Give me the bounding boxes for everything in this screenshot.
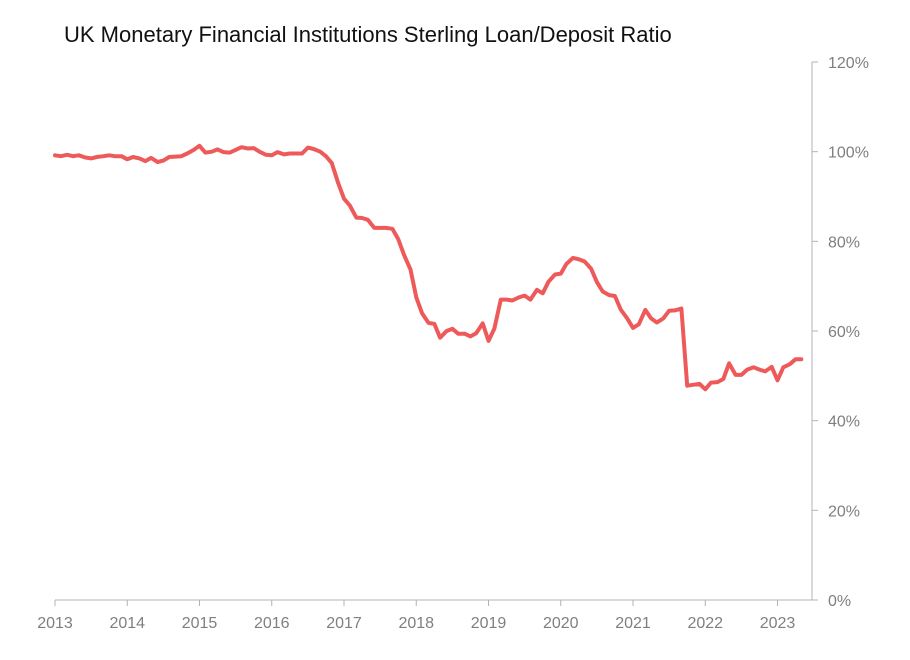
- y-tick-label: 20%: [828, 503, 860, 520]
- y-tick-label: 80%: [828, 234, 860, 251]
- axes: [55, 62, 813, 601]
- x-axis-ticks: 2013 2014 2015 2016 2017 2018 2019 2020 2021 2022…: [37, 600, 795, 632]
- x-tick-label: 2021: [615, 615, 651, 632]
- x-tick-label: 2019: [471, 615, 507, 632]
- x-tick-label: 2014: [109, 615, 145, 632]
- y-axis-ticks: 0% 20% 40% 60% 80% 100% 120%: [812, 55, 869, 610]
- chart-title: UK Monetary Financial Institutions Sterl…: [64, 22, 672, 47]
- x-tick-label: 2015: [182, 615, 218, 632]
- x-tick-label: 2013: [37, 615, 73, 632]
- x-tick-label: 2017: [326, 615, 362, 632]
- y-tick-label: 40%: [828, 414, 860, 431]
- y-tick-label: 120%: [828, 55, 869, 72]
- y-tick-label: 100%: [828, 145, 869, 162]
- series-line: [53, 143, 804, 392]
- x-tick-label: 2023: [760, 615, 796, 632]
- x-tick-label: 2016: [254, 615, 290, 632]
- y-tick-label: 0%: [828, 593, 851, 610]
- x-tick-label: 2018: [398, 615, 434, 632]
- series-group: [53, 143, 804, 392]
- x-tick-label: 2022: [687, 615, 723, 632]
- y-tick-label: 60%: [828, 324, 860, 341]
- x-tick-label: 2020: [543, 615, 579, 632]
